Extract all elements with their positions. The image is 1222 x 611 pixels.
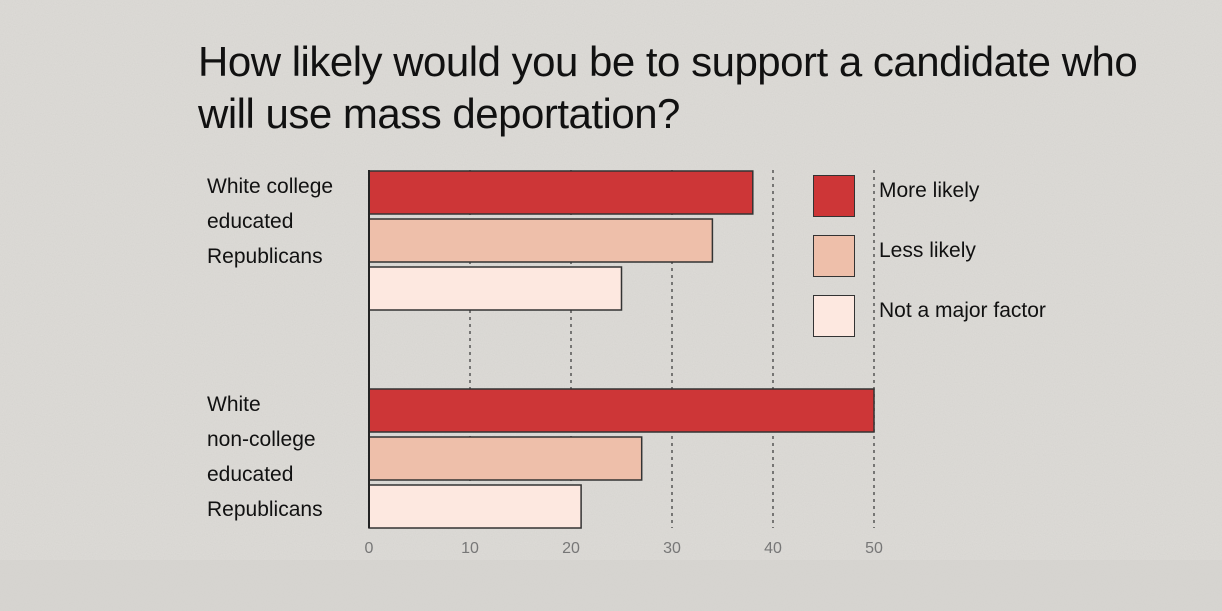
legend-label-less-likely: Less likely xyxy=(879,239,976,262)
x-tick-label-20: 20 xyxy=(562,540,580,557)
x-tick-label-40: 40 xyxy=(764,540,782,557)
legend-swatch-not-a-major-factor xyxy=(813,295,855,337)
category-label-line: White xyxy=(207,393,261,416)
bar-more-likely-group-1 xyxy=(368,170,754,215)
legend-label-more-likely: More likely xyxy=(879,179,980,202)
bar-less-likely-group-2 xyxy=(368,436,643,481)
bar-less-likely-group-1 xyxy=(368,218,714,263)
x-tick-label-30: 30 xyxy=(663,540,681,557)
x-tick-label-10: 10 xyxy=(461,540,479,557)
category-label-line: non-college xyxy=(207,428,316,451)
category-label-group-2: White non-college educated Republicans xyxy=(207,387,323,527)
x-tick-label-0: 0 xyxy=(365,540,374,557)
bar-more-likely-group-2 xyxy=(368,388,875,433)
category-label-line: Republicans xyxy=(207,245,323,268)
bar-not-a-major-factor-group-2 xyxy=(368,484,582,529)
chart-title: How likely would you be to support a can… xyxy=(198,38,1138,137)
legend-label-not-a-major-factor: Not a major factor xyxy=(879,299,1046,322)
category-label-line: Republicans xyxy=(207,498,323,521)
legend-swatch-more-likely xyxy=(813,175,855,217)
x-tick-label-50: 50 xyxy=(865,540,883,557)
bar-not-a-major-factor-group-1 xyxy=(368,266,623,311)
legend-swatch-less-likely xyxy=(813,235,855,277)
category-label-line: White college xyxy=(207,175,334,198)
category-label-line: educated xyxy=(207,210,294,233)
category-label-line: educated xyxy=(207,463,294,486)
category-label-group-1: White college educated Republicans xyxy=(207,169,333,274)
